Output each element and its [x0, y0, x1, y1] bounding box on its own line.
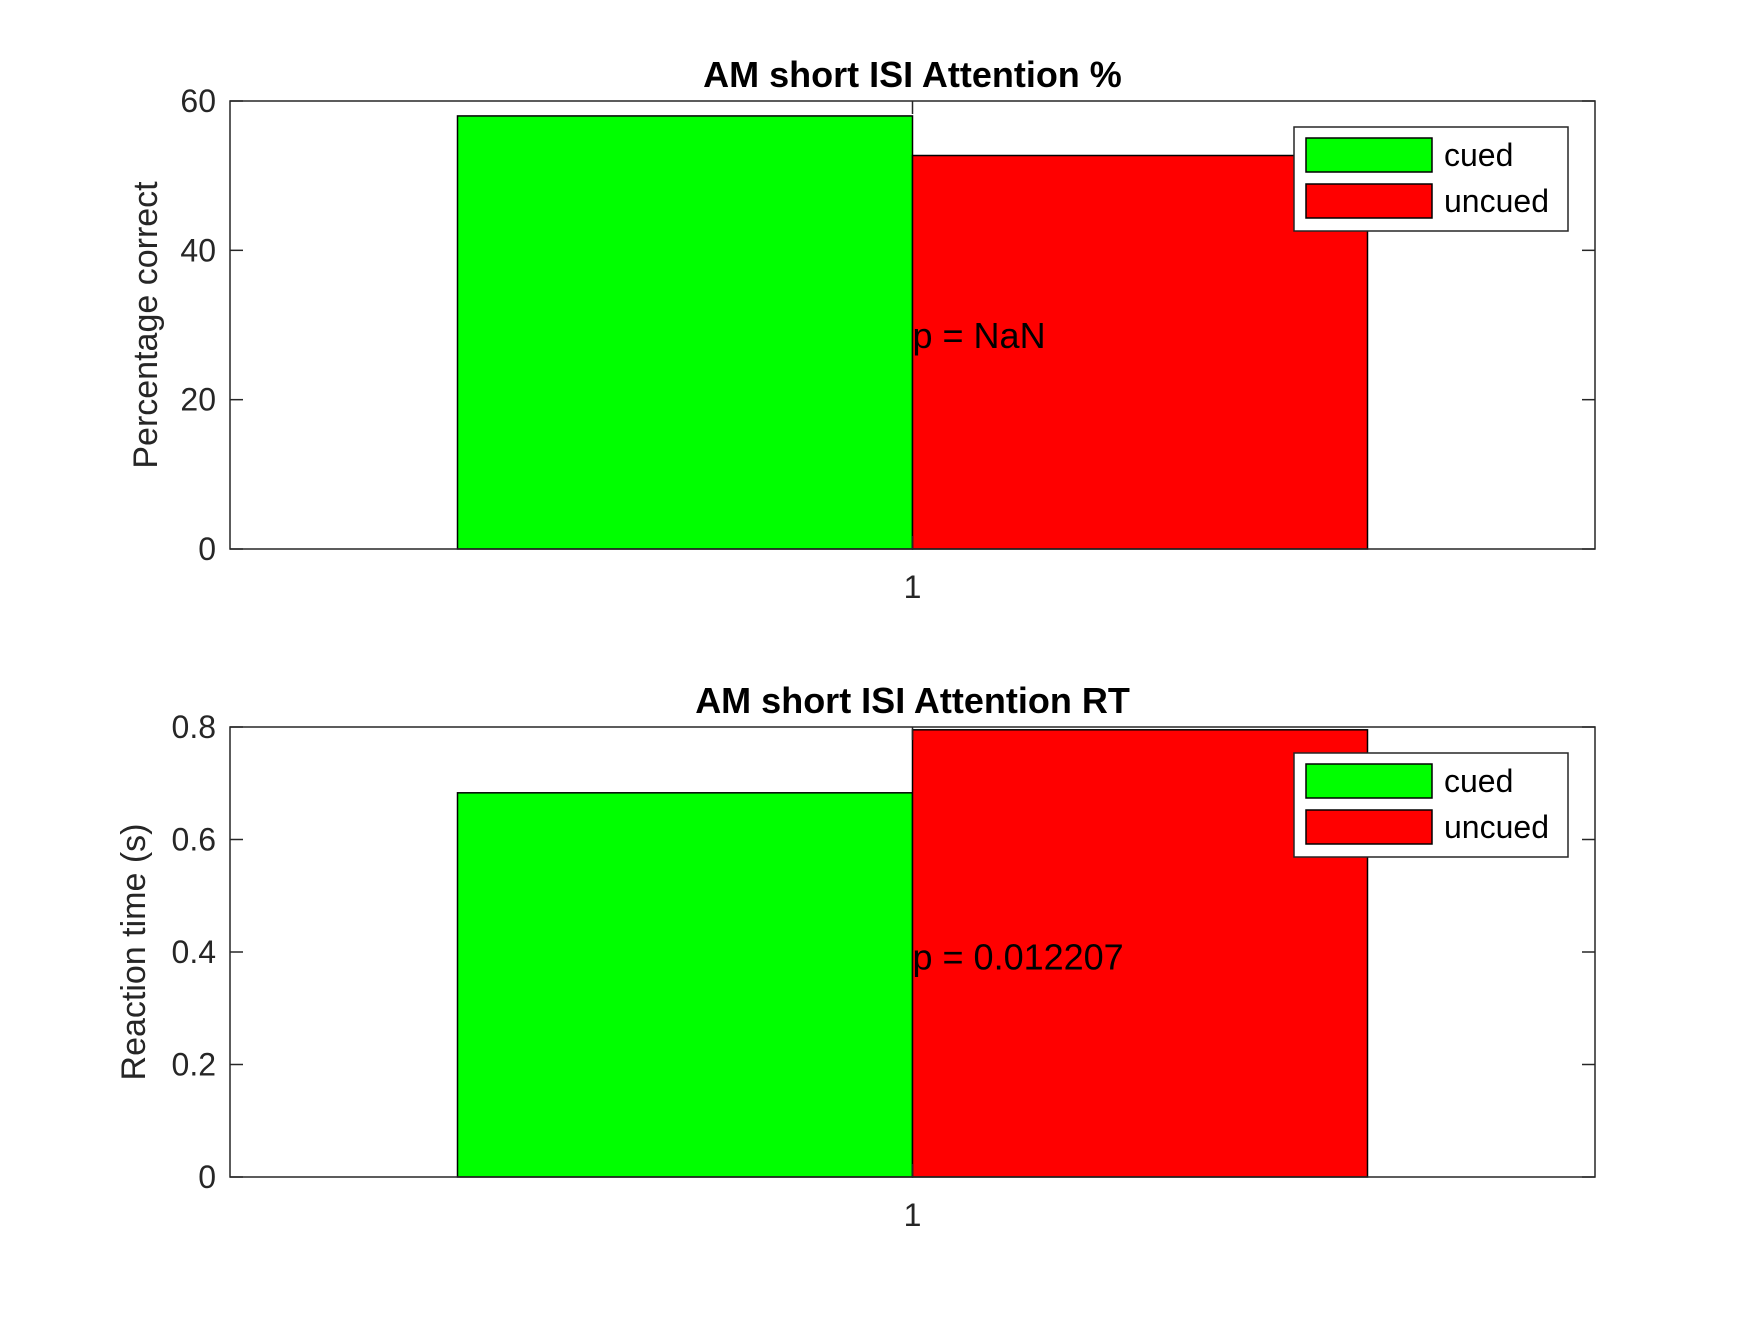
y-tick-label: 60 — [180, 83, 216, 119]
legend-entry-uncued: uncued — [1444, 809, 1549, 845]
legend-swatch-cued — [1305, 137, 1433, 173]
bar-uncued — [911, 729, 1369, 1178]
chart-2: 0 0.2 0.4 0.6 0.8 1 AM short ISI Attention RT R… — [115, 680, 1596, 1233]
legend-entry-cued: cued — [1444, 137, 1513, 173]
chart-title: AM short ISI Attention RT — [695, 680, 1130, 721]
legend-swatch-uncued — [1305, 809, 1433, 845]
legend-entry-cued: cued — [1444, 763, 1513, 799]
legend-entry-uncued: uncued — [1444, 183, 1549, 219]
x-tick-label: 1 — [904, 569, 922, 605]
legend: cued uncued — [1293, 752, 1569, 858]
legend-swatch-uncued — [1305, 183, 1433, 219]
p-value-annotation: p = 0.012207 — [913, 937, 1124, 978]
y-tick-label: 0.2 — [172, 1047, 216, 1083]
y-tick-label: 40 — [180, 232, 216, 268]
chart-1: 0 20 40 60 1 AM short ISI Attention % Percenta… — [127, 54, 1596, 605]
y-tick-label: 0.4 — [172, 934, 216, 970]
y-tick-label: 0 — [198, 531, 216, 567]
bar-cued — [456, 115, 914, 550]
y-axis-label: Percentage correct — [127, 181, 165, 469]
p-value-annotation: p = NaN — [913, 315, 1046, 356]
y-tick-label: 20 — [180, 382, 216, 418]
x-tick-label: 1 — [904, 1197, 922, 1233]
legend-swatch-cued — [1305, 763, 1433, 799]
y-tick-label: 0 — [198, 1159, 216, 1195]
bar-uncued — [911, 154, 1369, 550]
chart-title: AM short ISI Attention % — [703, 54, 1122, 95]
y-axis-label: Reaction time (s) — [115, 824, 153, 1081]
bar-cued — [456, 792, 914, 1178]
y-tick-label: 0.8 — [172, 709, 216, 745]
legend: cued uncued — [1293, 126, 1569, 232]
y-tick-label: 0.6 — [172, 822, 216, 858]
